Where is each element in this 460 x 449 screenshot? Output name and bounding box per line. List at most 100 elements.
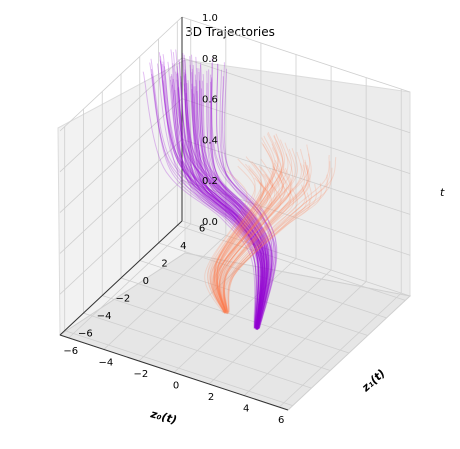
trajectory-line [184,69,265,329]
z-tick-label: 0.6 [202,95,218,106]
orange-trajectories [204,131,337,315]
trajectory-line [187,80,266,330]
x-tick-label: 0 [173,381,179,392]
trajectory-line [220,76,277,330]
trajectory-line [195,79,269,330]
trajectory-line [213,142,274,312]
trajectory-line [228,157,337,313]
trajectory-line [177,86,264,330]
trajectory-line [214,133,279,312]
trajectory-line [216,147,283,312]
trajectory-line [226,182,322,314]
trajectory-line [209,163,262,313]
trajectory-line [156,63,259,329]
trajectory-line [206,82,272,330]
trajectory-line [171,84,262,330]
trajectory-line [171,75,262,329]
trajectory-line [178,61,264,328]
grid-line-z-right [181,16,411,93]
x-tick-label: 2 [208,392,214,403]
trajectory-line [193,93,268,331]
trajectory-line [196,68,269,329]
trajectory-line [213,158,274,313]
trajectory-line [223,192,311,315]
trajectory-line [215,167,280,313]
trajectory-line [191,68,267,329]
trajectory-line [174,89,263,330]
trajectory-line [216,141,285,312]
trajectory-line [222,164,308,313]
trajectory-line [191,54,267,328]
grid-line-z-right [181,57,411,134]
trajectory-line [211,177,269,314]
trajectory-line [167,61,261,329]
grid-line-z-right [181,98,411,174]
trajectory-line [182,52,265,328]
trajectory-line [210,77,273,330]
trajectory-line [222,148,305,312]
trajectory-line [191,83,267,330]
trajectory-line [215,184,282,314]
grid-line-z-left [59,179,183,295]
grid-line-z-right [181,179,411,256]
trajectory-line [216,165,283,313]
trajectory-line [191,89,267,330]
grid-line-z-right [181,139,411,215]
trajectory-line [220,187,298,314]
trajectory-line [186,82,266,330]
trajectory-line [176,79,263,330]
trajectory-line [213,137,274,312]
trajectory-line [189,56,267,328]
trajectory-line [170,49,262,328]
grid-line-y-floor [139,260,368,336]
trajectory-line [177,88,264,330]
x-tick-label: 4 [243,404,249,415]
trajectory-line [227,154,330,313]
trajectory-line [213,173,276,314]
trajectory-line [169,79,262,330]
grid-line-z-left [59,98,183,213]
trajectory-line [193,86,268,330]
trajectory-line [215,143,282,312]
trajectory-line [178,59,264,328]
z-tick-label: 0.2 [202,176,218,187]
trajectory-line [189,64,267,329]
trajectory-line [222,184,306,314]
trajectory-line [161,64,260,329]
purple-trajectories [142,49,278,331]
trajectory-line [214,131,279,312]
trajectory-line [198,68,269,329]
trajectory-line [222,62,277,329]
z-axis-label: t [440,186,445,199]
trajectory-line [172,63,262,329]
trajectory-line [182,58,265,328]
trajectory-line [184,88,265,330]
trajectory-line [219,186,295,314]
trajectory-line [216,162,284,313]
x-tick-label: −2 [134,369,149,380]
y-tick-label: 0 [143,276,149,287]
trajectory-line [216,63,275,329]
trajectory-line [210,165,264,313]
trajectory-line [223,159,309,313]
trajectory-line [194,86,268,330]
trajectory-line [222,189,308,315]
trajectory-line [160,61,259,328]
y-tick-label: −4 [97,311,112,322]
trajectory-line [206,70,272,329]
trajectory-line [162,80,260,330]
trajectory-line [175,71,263,329]
grid-line-z-right [181,220,411,297]
trajectory-line [219,153,293,313]
trajectory-line [220,148,296,312]
trajectory-line [183,54,265,328]
trajectory-line [158,52,259,328]
trajectory-line [180,76,264,329]
y-tick-label: −6 [78,329,93,340]
trajectory-line [216,167,284,313]
trajectory-line [200,62,270,329]
trajectory-line [213,143,276,312]
trajectory-line [223,161,309,313]
trajectory-line [223,165,310,313]
trajectory-line [195,56,269,328]
